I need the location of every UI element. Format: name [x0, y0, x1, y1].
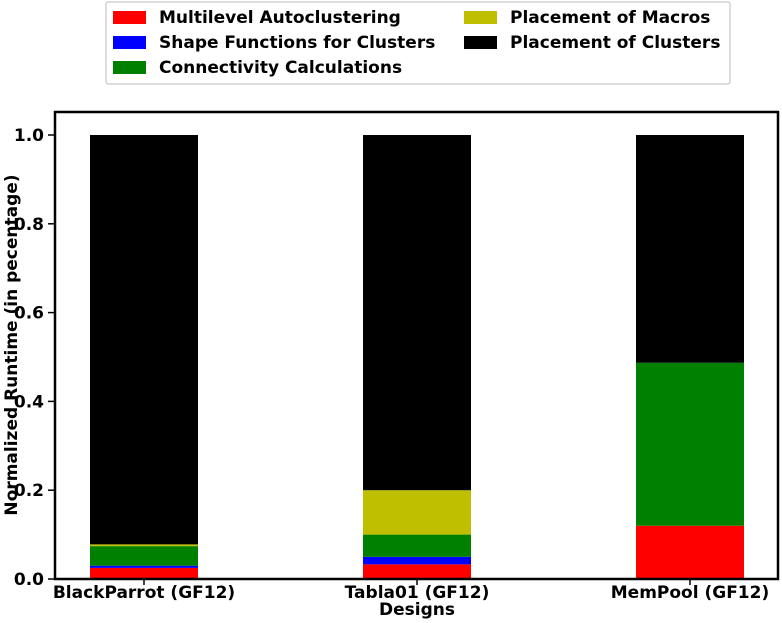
y-tick-label: 0.8 [14, 215, 44, 235]
y-tick-label: 0.0 [14, 570, 44, 590]
bars [90, 135, 744, 579]
legend-swatch-placement-of-clusters [464, 36, 497, 49]
x-tick-label: BlackParrot (GF12) [53, 583, 235, 603]
bar-mempool-gf12-connectivity-calculations [636, 362, 744, 526]
y-tick-label: 0.6 [14, 304, 44, 324]
legend-swatch-connectivity-calculations [113, 61, 146, 74]
bar-blackparrot-gf12-placement-of-clusters [90, 135, 198, 545]
legend: Multilevel Autoclustering Shape Functions… [105, 1, 731, 85]
x-axis-label: Designs [379, 600, 455, 620]
legend-label-connectivity-calculations: Connectivity Calculations [159, 58, 402, 78]
legend-label-placement-of-clusters: Placement of Clusters [510, 33, 720, 53]
y-axis-label: Normalized Runtime (in pecentage) [2, 174, 22, 515]
bar-blackparrot-gf12-connectivity-calculations [90, 546, 198, 566]
y-tick-label: 0.4 [14, 392, 44, 412]
bar-blackparrot-gf12-shape-functions-for-clusters [90, 565, 198, 568]
legend-swatch-shape-functions-for-clusters [113, 36, 146, 49]
legend-label-shape-functions-for-clusters: Shape Functions for Clusters [159, 33, 435, 53]
legend-label-multilevel-autoclustering: Multilevel Autoclustering [159, 8, 401, 28]
bar-tabla01-gf12-placement-of-macros [363, 490, 471, 535]
legend-label-placement-of-macros: Placement of Macros [510, 8, 710, 28]
legend-box [105, 1, 731, 85]
bar-tabla01-gf12-shape-functions-for-clusters [363, 556, 471, 565]
legend-swatch-placement-of-macros [464, 11, 497, 24]
x-tick-label: Tabla01 (GF12) [345, 583, 490, 603]
x-axis: BlackParrot (GF12) Tabla01 (GF12) MemPool … [53, 579, 769, 603]
bar-tabla01-gf12-multilevel-autoclustering [363, 564, 471, 579]
bar-tabla01-gf12-connectivity-calculations [363, 534, 471, 557]
bar-tabla01-gf12-placement-of-clusters [363, 135, 471, 491]
bar-mempool-gf12-multilevel-autoclustering [636, 525, 744, 579]
legend-swatch-multilevel-autoclustering [113, 11, 146, 24]
y-axis: 0.0 0.2 0.4 0.6 0.8 1.0 [14, 126, 55, 590]
bar-blackparrot-gf12-multilevel-autoclustering [90, 567, 198, 579]
y-tick-label: 1.0 [14, 126, 44, 146]
x-tick-label: MemPool (GF12) [611, 583, 770, 603]
bar-mempool-gf12-placement-of-clusters [636, 135, 744, 363]
y-tick-label: 0.2 [14, 481, 44, 501]
bar-blackparrot-gf12-placement-of-macros [90, 544, 198, 547]
